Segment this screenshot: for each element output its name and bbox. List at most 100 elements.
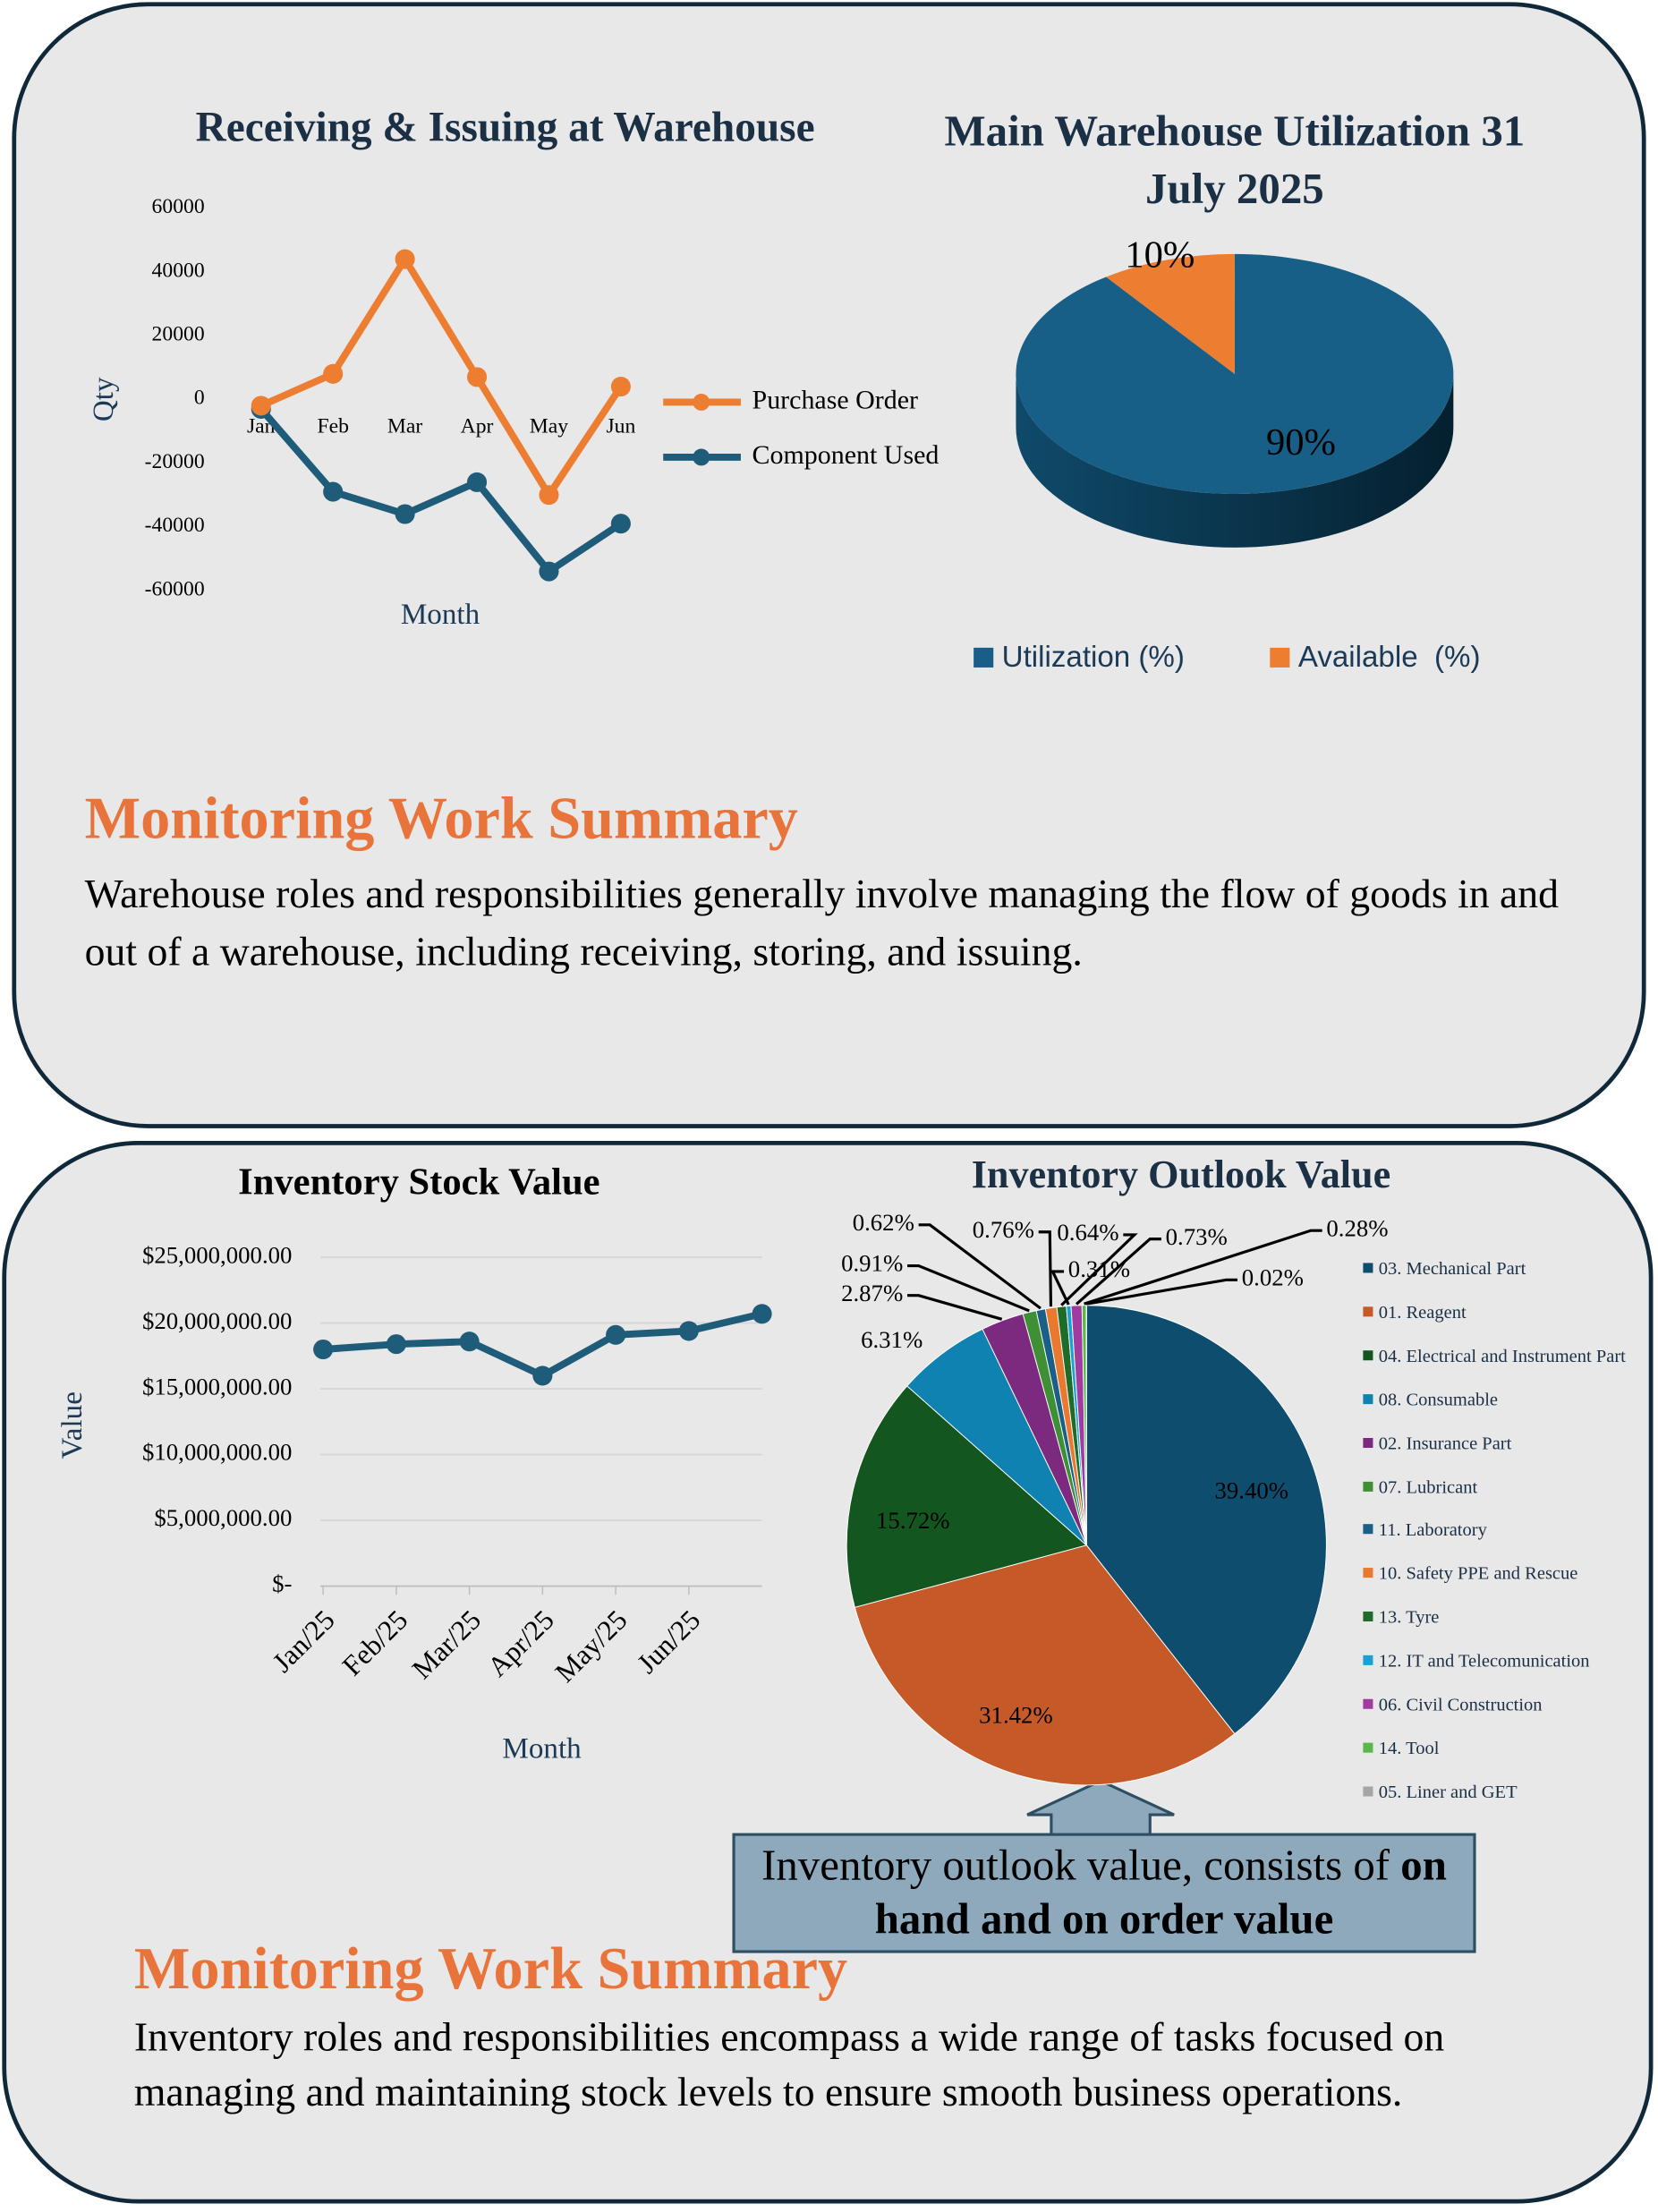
- pie-slice: [1016, 253, 1454, 494]
- leader-line: [1085, 1278, 1238, 1306]
- point: [459, 1331, 480, 1352]
- point: [678, 1321, 699, 1341]
- data-label: 0.64%: [1057, 1219, 1118, 1246]
- legend-label: 08. Consumable: [1378, 1388, 1499, 1409]
- legend-item: 06. Civil Construction: [1363, 1695, 1634, 1714]
- x-tick-label: Apr: [461, 414, 494, 438]
- legend-item: 10. Safety PPE and Rescue: [1363, 1562, 1634, 1584]
- data-label: 0.73%: [1166, 1223, 1228, 1250]
- legend-label: 11. Laboratory: [1378, 1519, 1487, 1541]
- legend-label: 05. Liner and GET: [1378, 1780, 1518, 1802]
- point: [323, 363, 344, 384]
- legend-label: 03. Mechanical Part: [1378, 1257, 1526, 1279]
- point: [313, 1339, 334, 1360]
- legend-swatch: [1363, 1655, 1373, 1666]
- point: [752, 1304, 772, 1324]
- legend-swatch: [1270, 647, 1290, 668]
- leader-line: [1075, 1238, 1161, 1306]
- series-line: [259, 255, 625, 499]
- leader-line: [1038, 1230, 1053, 1307]
- y-tick-label: 20000: [152, 322, 205, 345]
- legend-item: 03. Mechanical Part: [1363, 1257, 1634, 1279]
- legend-swatch: [1363, 1481, 1373, 1492]
- series-line: [258, 406, 624, 575]
- legend-item: 14. Tool: [1363, 1739, 1634, 1757]
- legend-swatch: [1363, 1786, 1373, 1797]
- legend-swatch: [1363, 1306, 1373, 1317]
- y-tick-label: 0: [194, 387, 205, 410]
- pie-slice: [854, 1544, 1236, 1786]
- point: [466, 472, 488, 492]
- pie-slice: [1106, 253, 1235, 374]
- x-tick-label: May: [530, 414, 569, 438]
- legend-item: 02. Insurance Part: [1363, 1434, 1634, 1451]
- callout-box: [732, 1833, 1476, 1953]
- point: [251, 396, 271, 416]
- point: [395, 504, 415, 524]
- legend-label: 07. Lubricant: [1378, 1475, 1478, 1497]
- summary-text: Warehouse roles and responsibilities gen…: [84, 872, 1560, 975]
- y-axis-label: Value: [55, 1391, 89, 1459]
- x-tick-label: Feb: [317, 414, 348, 438]
- callout-text: Inventory outlook value, consists of on …: [736, 1839, 1472, 1946]
- callout-bold: on hand and on order value: [874, 1840, 1447, 1944]
- data-label: 0.62%: [853, 1209, 914, 1236]
- data-label: 15.72%: [876, 1507, 950, 1534]
- legend-item: 04. Electrical and Instrument Part: [1363, 1346, 1634, 1365]
- x-axis-label: Month: [502, 1732, 582, 1765]
- legend-item: 11. Laboratory: [1363, 1520, 1634, 1539]
- point: [466, 367, 488, 387]
- legend-item: 13. Tyre: [1363, 1608, 1634, 1627]
- y-tick-label: $-: [272, 1570, 292, 1597]
- legend-marker: [693, 393, 710, 411]
- legend-item: 12. IT and Telecomunication: [1363, 1651, 1634, 1670]
- data-label: 2.87%: [841, 1280, 903, 1306]
- legend-swatch: [1363, 1524, 1373, 1535]
- legend-marker: [693, 448, 710, 466]
- legend-label: 01. Reagent: [1378, 1300, 1467, 1323]
- legend-swatch: [1363, 1612, 1373, 1622]
- y-tick-label: -20000: [145, 450, 205, 473]
- legend-item: 05. Liner and GET: [1363, 1782, 1634, 1800]
- legend-swatch: [1363, 1742, 1373, 1753]
- data-label: 10%: [1125, 234, 1195, 276]
- legend-swatch: [1363, 1698, 1373, 1709]
- leader-line: [907, 1264, 1030, 1313]
- summary-title: Monitoring Work Summary: [84, 787, 798, 853]
- legend-label: 12. IT and Telecomunication: [1378, 1649, 1590, 1672]
- legend-label: 10. Safety PPE and Rescue: [1378, 1562, 1578, 1584]
- y-tick-label: $20,000,000.00: [142, 1307, 292, 1334]
- legend-swatch: [974, 647, 994, 668]
- y-tick-label: $15,000,000.00: [142, 1373, 292, 1400]
- data-label: 0.31%: [1068, 1255, 1130, 1282]
- y-tick-label: -60000: [145, 577, 205, 600]
- leader-line: [907, 1294, 1003, 1321]
- point: [539, 561, 559, 582]
- data-label: 39.40%: [1215, 1477, 1289, 1504]
- data-label: 0.02%: [1242, 1264, 1304, 1291]
- data-label: 90%: [1266, 421, 1336, 464]
- legend-label: Utilization (%): [1002, 641, 1185, 674]
- legend-item: 01. Reagent: [1363, 1302, 1634, 1321]
- y-tick-label: $5,000,000.00: [154, 1504, 292, 1531]
- leader-line: [1060, 1233, 1138, 1306]
- legend-swatch: [1363, 1393, 1373, 1404]
- y-tick-label: -40000: [145, 514, 205, 537]
- legend-label: 06. Civil Construction: [1378, 1693, 1543, 1715]
- chart-title: Receiving & Issuing at Warehouse: [196, 105, 815, 151]
- point: [386, 1334, 406, 1355]
- pie-side: [1016, 373, 1454, 548]
- point: [395, 249, 415, 269]
- leader-line: [1050, 1270, 1070, 1306]
- legend-item: 08. Consumable: [1363, 1390, 1634, 1408]
- legend-swatch: [1363, 1349, 1373, 1360]
- leader-line: [1084, 1229, 1322, 1306]
- point: [532, 1365, 553, 1386]
- point: [606, 1324, 626, 1345]
- legend-swatch: [1363, 1568, 1373, 1578]
- data-label: 6.31%: [861, 1326, 923, 1353]
- x-axis-label: Month: [401, 598, 480, 631]
